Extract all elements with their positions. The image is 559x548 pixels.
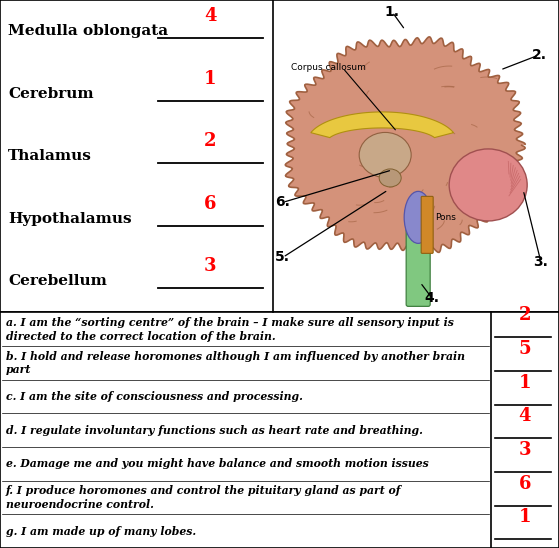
Text: Pons: Pons: [435, 213, 456, 222]
Text: 6.: 6.: [276, 195, 290, 209]
Text: a. I am the “sorting centre” of the brain – I make sure all sensory input is
dir: a. I am the “sorting centre” of the brai…: [6, 317, 454, 341]
Text: 1: 1: [519, 374, 531, 391]
Bar: [0, 0, 559, 312]
Text: Corpus callosum: Corpus callosum: [291, 64, 366, 72]
Text: 3: 3: [204, 257, 216, 275]
Text: 6: 6: [519, 475, 531, 493]
Text: 3: 3: [519, 441, 531, 459]
Text: 1: 1: [519, 508, 531, 526]
Bar: [0, 312, 559, 548]
Text: 2.: 2.: [532, 48, 547, 62]
Text: 4: 4: [519, 407, 531, 425]
Text: 6: 6: [204, 195, 216, 213]
Text: Medulla oblongata: Medulla oblongata: [8, 24, 168, 38]
FancyBboxPatch shape: [421, 196, 433, 253]
Text: e. Damage me and you might have balance and smooth motion issues: e. Damage me and you might have balance …: [6, 458, 429, 469]
Ellipse shape: [404, 191, 432, 243]
Text: Cerebellum: Cerebellum: [8, 274, 107, 288]
Ellipse shape: [449, 149, 527, 221]
PathPatch shape: [285, 37, 525, 253]
Text: 2: 2: [204, 132, 216, 150]
Text: 5.: 5.: [275, 250, 290, 264]
Text: Cerebrum: Cerebrum: [8, 87, 93, 101]
Text: 4: 4: [204, 7, 216, 25]
Text: 3.: 3.: [533, 255, 548, 270]
Text: g. I am made up of many lobes.: g. I am made up of many lobes.: [6, 526, 196, 536]
Text: c. I am the site of consciousness and processing.: c. I am the site of consciousness and pr…: [6, 391, 303, 402]
Text: f. I produce horomones and control the pituitary gland as part of
neuroendocrine: f. I produce horomones and control the p…: [6, 485, 401, 510]
Text: 4.: 4.: [425, 292, 440, 305]
Text: 1: 1: [204, 70, 216, 88]
Text: d. I regulate involuntary functions such as heart rate and breathing.: d. I regulate involuntary functions such…: [6, 425, 423, 436]
FancyBboxPatch shape: [406, 222, 430, 306]
Ellipse shape: [359, 133, 411, 178]
Text: 5: 5: [519, 340, 531, 358]
Text: Thalamus: Thalamus: [8, 149, 92, 163]
Ellipse shape: [379, 169, 401, 187]
Text: 2: 2: [519, 306, 531, 324]
Text: Hypothalamus: Hypothalamus: [8, 212, 131, 226]
Text: 1.: 1.: [385, 5, 400, 19]
Text: b. I hold and release horomones although I am influenced by another brain
part: b. I hold and release horomones although…: [6, 351, 465, 375]
Polygon shape: [311, 112, 453, 138]
